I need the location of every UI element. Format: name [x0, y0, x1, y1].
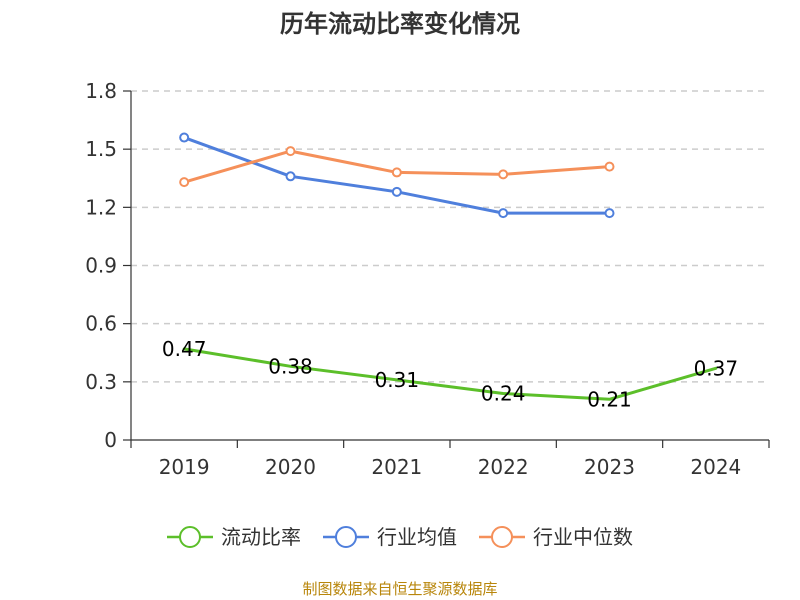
y-tick-label: 0.6 — [85, 312, 117, 336]
y-tick-label: 0 — [104, 428, 117, 452]
data-label: 0.24 — [481, 381, 526, 405]
data-label: 0.47 — [162, 337, 207, 361]
y-tick-label: 1.5 — [85, 137, 117, 161]
data-labels: 0.47 0.38 0.31 0.24 0.21 0.37 — [162, 337, 738, 411]
data-point — [391, 167, 402, 178]
x-tick-label: 2020 — [265, 455, 316, 479]
series-line — [182, 149, 611, 184]
legend-item[interactable]: 行业均值 — [323, 525, 457, 549]
legend-marker-icon — [335, 526, 357, 548]
legend[interactable]: 流动比率 行业均值 行业中位数 — [167, 525, 633, 549]
x-tick-label: 2022 — [478, 455, 529, 479]
chart-title: 历年流动比率变化情况 — [280, 10, 520, 38]
data-label: 0.37 — [694, 356, 739, 380]
data-point — [285, 171, 296, 182]
x-tick-label: 2021 — [371, 455, 422, 479]
series-line — [182, 347, 718, 401]
x-tick-label: 2024 — [690, 455, 741, 479]
data-point — [498, 208, 509, 219]
x-tick-label: 2023 — [584, 455, 635, 479]
y-tick-label: 0.3 — [85, 370, 117, 394]
data-point — [498, 169, 509, 180]
y-tick-label: 0.9 — [85, 254, 117, 278]
axes: 0 0.3 0.6 0.9 1.2 1.5 1.8 2019 2020 2021 2022 2023 2… — [85, 79, 770, 479]
grid-lines — [131, 90, 769, 383]
data-point — [179, 132, 190, 143]
legend-label: 行业均值 — [377, 525, 457, 549]
legend-item[interactable]: 行业中位数 — [479, 525, 633, 549]
data-label: 0.31 — [375, 368, 420, 392]
source-note: 制图数据来自恒生聚源数据库 — [302, 580, 497, 598]
data-point — [604, 208, 615, 219]
data-point — [604, 161, 615, 172]
data-point — [285, 146, 296, 157]
legend-label: 流动比率 — [221, 525, 301, 549]
y-tick-label: 1.8 — [85, 79, 117, 103]
legend-marker-icon — [179, 526, 201, 548]
legend-item[interactable]: 流动比率 — [167, 525, 301, 549]
series-lines — [179, 132, 718, 401]
data-point — [179, 177, 190, 188]
x-tick-label: 2019 — [159, 455, 210, 479]
y-tick-label: 1.2 — [85, 195, 117, 219]
legend-label: 行业中位数 — [533, 525, 633, 549]
data-point — [391, 186, 402, 197]
legend-marker-icon — [491, 526, 513, 548]
data-label: 0.38 — [268, 354, 313, 378]
data-label: 0.21 — [587, 387, 632, 411]
